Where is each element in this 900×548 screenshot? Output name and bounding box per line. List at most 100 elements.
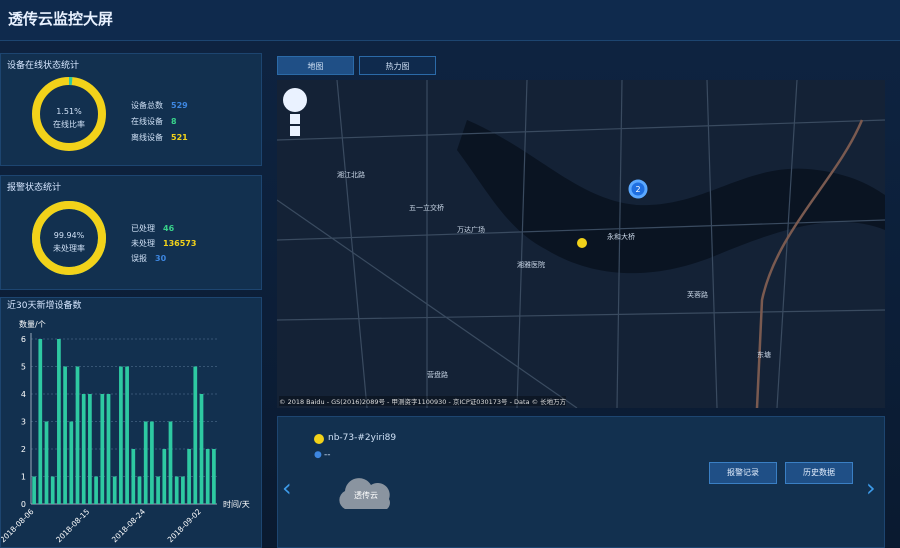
- stat-label: 已处理: [131, 224, 155, 233]
- bar: [81, 394, 86, 504]
- chart: 近30天新增设备数 数量/个 时间/天 0 1 2 3 4 5 6 2018-08-06 201…: [0, 299, 250, 544]
- stat-label: 在线设备: [131, 117, 163, 126]
- map-label: 芙蓉路: [687, 291, 708, 299]
- stat: 已处理 46: [131, 223, 174, 234]
- status-icon: [314, 434, 324, 444]
- ring: [32, 77, 106, 151]
- bar: [212, 449, 216, 504]
- bar: [32, 476, 36, 504]
- bar: [69, 421, 74, 504]
- next-arrow[interactable]: ›: [866, 474, 876, 502]
- x-tick-label: 2018-08-15: [54, 507, 91, 544]
- bar: [181, 476, 185, 504]
- rate-caption: 未处理率: [53, 244, 85, 253]
- y-tick-label: 1: [21, 473, 26, 482]
- stat: 误报 30: [131, 253, 166, 264]
- device-panel: [277, 416, 885, 548]
- cluster-count: 2: [635, 185, 640, 194]
- bar: [38, 339, 43, 504]
- x-axis-label: 时间/天: [223, 499, 250, 509]
- map-label: 五一立交桥: [409, 204, 444, 212]
- bar: [193, 366, 198, 504]
- location-icon: ●: [314, 450, 322, 460]
- alarm-records-button[interactable]: 报警记录: [709, 462, 777, 484]
- bar: [63, 366, 67, 504]
- bar: [94, 476, 98, 504]
- stat-value: 521: [171, 133, 188, 142]
- stat-label: 离线设备: [131, 133, 163, 142]
- y-tick-label: 5: [21, 363, 26, 372]
- bar: [106, 394, 111, 504]
- rate-label: 1.51%: [56, 107, 82, 116]
- bar: [137, 476, 142, 504]
- y-axis-label: 数量/个: [19, 319, 46, 329]
- panel-title: 设备在线状态统计: [7, 61, 80, 71]
- y-tick-label: 4: [21, 390, 26, 399]
- bar: [205, 449, 210, 504]
- rate-caption: 在线比率: [53, 120, 85, 129]
- y-tick-label: 3: [21, 418, 26, 427]
- stat-value: 46: [163, 224, 175, 233]
- bar: [57, 339, 61, 504]
- device-panel: 设备在线状态统计 1.51% 在线比率 设备总数 529 在线设备 8 离线设备 52…: [0, 53, 262, 166]
- history-button[interactable]: 历史数据: [785, 462, 853, 484]
- bar: [156, 476, 160, 504]
- bar: [162, 449, 167, 504]
- x-tick-label: 2018-08-24: [110, 507, 147, 544]
- stat: 离线设备 521: [131, 132, 188, 143]
- y-tick-label: 2: [21, 445, 26, 454]
- bar: [112, 476, 117, 504]
- prev-arrow[interactable]: ‹: [282, 474, 292, 502]
- bar: [119, 366, 123, 504]
- bar: [44, 421, 49, 504]
- stat: 设备总数 529: [131, 100, 188, 111]
- bar: [143, 421, 148, 504]
- bar: [75, 366, 80, 504]
- map: 2 五一立交桥 湘江北路 永和大桥 万达广场 湘雅医院 营盘路 芙蓉路 东塘 ©…: [277, 80, 885, 408]
- panel-title: 报警状态统计: [7, 183, 62, 193]
- alarm-panel: 报警状态统计 99.94% 未处理率 已处理 46 未处理 136573 误报 30: [0, 175, 262, 290]
- chart-panel: 近30天新增设备数 数量/个 时间/天 0 1 2 3 4 5 6 2018-08-06 201…: [0, 297, 262, 548]
- ring-arc: [32, 77, 106, 151]
- map-label: 万达广场: [457, 226, 485, 234]
- stat: 在线设备 8: [131, 116, 177, 127]
- bar: [125, 366, 129, 504]
- map-label: 永和大桥: [607, 233, 635, 241]
- device-location: --: [324, 450, 331, 460]
- tab[interactable]: 热力图: [359, 56, 436, 75]
- bar: [100, 394, 105, 504]
- stat-value: 8: [171, 117, 177, 126]
- y-tick-label: 6: [21, 335, 26, 344]
- y-tick-label: 0: [21, 500, 26, 509]
- bar: [168, 421, 173, 504]
- x-tick-label: 2018-09-02: [166, 507, 203, 544]
- stat-label: 未处理: [131, 239, 155, 248]
- header: [0, 0, 900, 41]
- device-name: nb-73-#2yiri89: [328, 433, 397, 443]
- bar: [187, 449, 191, 504]
- map-label: 湘雅医院: [517, 261, 545, 269]
- stat-label: 误报: [131, 254, 147, 263]
- bar: [131, 449, 136, 504]
- cloud-icon: [339, 478, 390, 509]
- rate-label: 99.94%: [53, 231, 85, 240]
- bar: [88, 394, 92, 504]
- stat-value: 30: [155, 254, 167, 263]
- map-label: 营盘路: [427, 371, 448, 379]
- stat-label: 设备总数: [131, 101, 163, 110]
- map-drawing: 2: [277, 80, 885, 408]
- map-copyright: © 2018 Baidu - GS(2016)2089号 - 甲测资字11009…: [279, 396, 567, 406]
- chart-title: 近30天新增设备数: [7, 299, 81, 311]
- bar: [150, 421, 154, 504]
- stat-value: 529: [171, 101, 188, 110]
- stat-value: 136573: [163, 239, 197, 248]
- page-title: 透传云监控大屏: [8, 10, 114, 28]
- stat: 未处理 136573: [131, 238, 196, 249]
- tab[interactable]: 地图: [277, 56, 354, 75]
- map-label: 东塘: [757, 351, 771, 359]
- cloud-label: 透传云: [354, 491, 378, 500]
- ring-arc: [32, 201, 106, 275]
- ring: [32, 201, 106, 275]
- x-tick-label: 2018-08-06: [1, 507, 36, 544]
